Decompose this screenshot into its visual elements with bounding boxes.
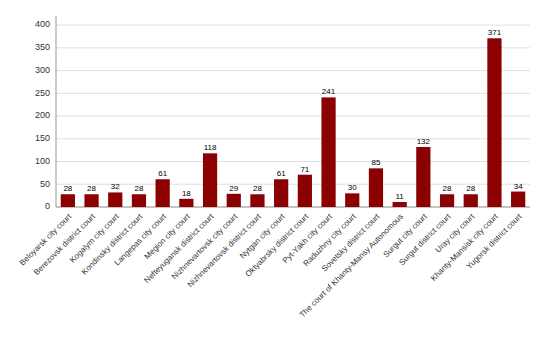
bar — [156, 179, 170, 207]
data-label: 241 — [322, 87, 336, 96]
bar — [61, 194, 75, 207]
data-label: 61 — [277, 169, 286, 178]
data-label: 71 — [300, 165, 309, 174]
x-axis-line — [56, 207, 530, 208]
bar — [274, 179, 288, 207]
data-label: 34 — [514, 182, 523, 191]
bar — [321, 97, 335, 207]
y-axis-line — [56, 16, 57, 207]
bar — [464, 194, 478, 207]
y-tick-label: 300 — [35, 65, 50, 75]
y-tick-label: 150 — [35, 133, 50, 143]
chart: 0501001502002503003504002828322861181182… — [0, 0, 542, 339]
y-tick-label: 400 — [35, 19, 50, 29]
bar — [84, 194, 98, 207]
y-tick-label: 350 — [35, 42, 50, 52]
chart-container: 0501001502002503003504002828322861181182… — [0, 0, 542, 339]
bar — [203, 153, 217, 207]
data-labels: 28 28 32 28 61 18 118 29 28 61 71 241 30 85 11 132 28 28 3… — [63, 28, 523, 201]
data-label: 118 — [204, 143, 217, 152]
x-tick-labels: Beloyarsk city courtBerezovsk district c… — [18, 211, 524, 319]
data-label: 28 — [63, 184, 72, 193]
grid-line — [56, 93, 530, 94]
grid-line — [56, 116, 530, 117]
grid-line — [56, 138, 530, 139]
data-label: 85 — [371, 158, 380, 167]
data-label: 30 — [348, 183, 357, 192]
bar — [345, 193, 359, 207]
grid-line — [56, 184, 530, 185]
grid-line — [56, 25, 530, 26]
bar — [416, 147, 430, 207]
y-tick-labels: 0 50 100 150 200 250 300 350 400 — [35, 19, 50, 211]
y-tick-label: 200 — [35, 110, 50, 120]
grid-line — [56, 207, 530, 208]
data-label: 11 — [395, 192, 404, 201]
bar — [440, 194, 454, 207]
data-label: 29 — [229, 184, 238, 193]
data-label: 61 — [158, 169, 167, 178]
data-label: 28 — [87, 184, 96, 193]
data-label: 18 — [182, 189, 191, 198]
data-label: 371 — [488, 28, 502, 37]
data-label: 28 — [443, 184, 452, 193]
bar — [227, 194, 241, 207]
bar — [179, 199, 193, 207]
bar — [487, 38, 501, 207]
bar — [108, 192, 122, 207]
bar — [250, 194, 264, 207]
bars — [61, 38, 526, 207]
bar — [132, 194, 146, 207]
data-label: 28 — [253, 184, 262, 193]
x-tick-label: The court of Khanty-Mansy Autonomous — [298, 212, 405, 319]
bar — [369, 168, 383, 207]
y-tick-label: 50 — [40, 179, 50, 189]
data-label: 28 — [134, 184, 143, 193]
y-tick-label: 250 — [35, 88, 50, 98]
grid-line — [56, 70, 530, 71]
bar — [511, 192, 525, 207]
grid-line — [56, 47, 530, 48]
data-label: 28 — [466, 184, 475, 193]
y-tick-label: 0 — [45, 201, 50, 211]
bar — [298, 175, 312, 207]
x-tick-label: Uray city court — [434, 211, 477, 254]
bar — [393, 202, 407, 207]
x-tick-label: Yugorsk district court — [465, 211, 524, 270]
grid — [56, 25, 530, 207]
grid-line — [56, 161, 530, 162]
y-tick-label: 100 — [35, 156, 50, 166]
data-label: 32 — [111, 182, 120, 191]
data-label: 132 — [417, 137, 431, 146]
